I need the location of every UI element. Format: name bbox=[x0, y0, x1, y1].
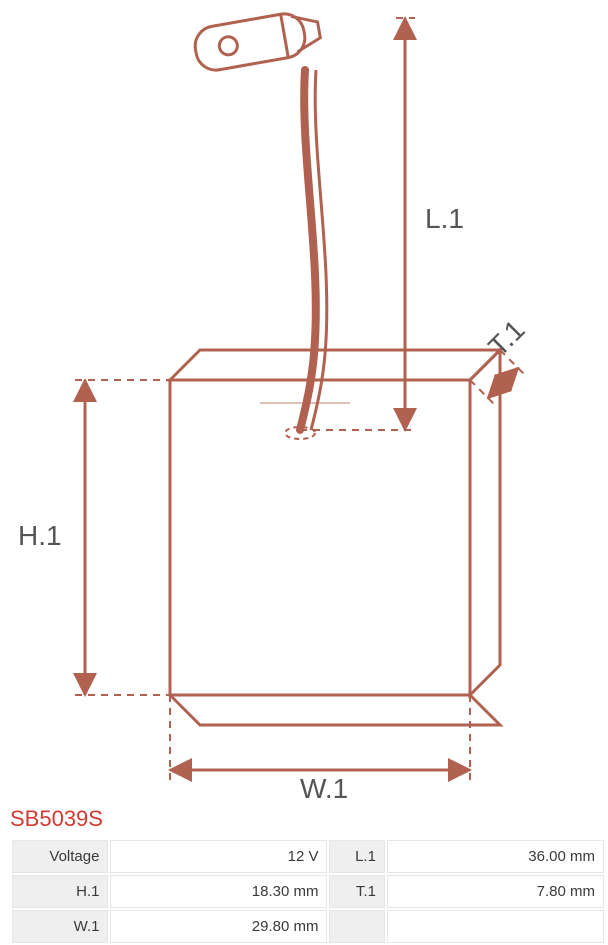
spec-value: 7.80 mm bbox=[387, 875, 604, 908]
spec-table: Voltage12 VL.136.00 mmH.118.30 mmT.17.80… bbox=[10, 838, 606, 945]
spec-value: 36.00 mm bbox=[387, 840, 604, 873]
dim-label-h1: H.1 bbox=[18, 520, 62, 551]
dim-label-t1: T.1 bbox=[482, 314, 530, 362]
spec-label: Voltage bbox=[12, 840, 108, 873]
spec-value bbox=[387, 910, 604, 943]
spec-label: T.1 bbox=[329, 875, 384, 908]
table-row: H.118.30 mmT.17.80 mm bbox=[12, 875, 604, 908]
technical-diagram: L.1 H.1 W.1 T.1 bbox=[0, 0, 608, 800]
spec-label: W.1 bbox=[12, 910, 108, 943]
spec-label bbox=[329, 910, 384, 943]
table-row: Voltage12 VL.136.00 mm bbox=[12, 840, 604, 873]
spec-value: 18.30 mm bbox=[110, 875, 327, 908]
table-row: W.129.80 mm bbox=[12, 910, 604, 943]
part-number: SB5039S bbox=[10, 806, 608, 832]
spec-value: 29.80 mm bbox=[110, 910, 327, 943]
spec-label: L.1 bbox=[329, 840, 384, 873]
dim-label-l1: L.1 bbox=[425, 203, 464, 234]
dim-label-w1: W.1 bbox=[300, 773, 348, 800]
spec-label: H.1 bbox=[12, 875, 108, 908]
spec-value: 12 V bbox=[110, 840, 327, 873]
